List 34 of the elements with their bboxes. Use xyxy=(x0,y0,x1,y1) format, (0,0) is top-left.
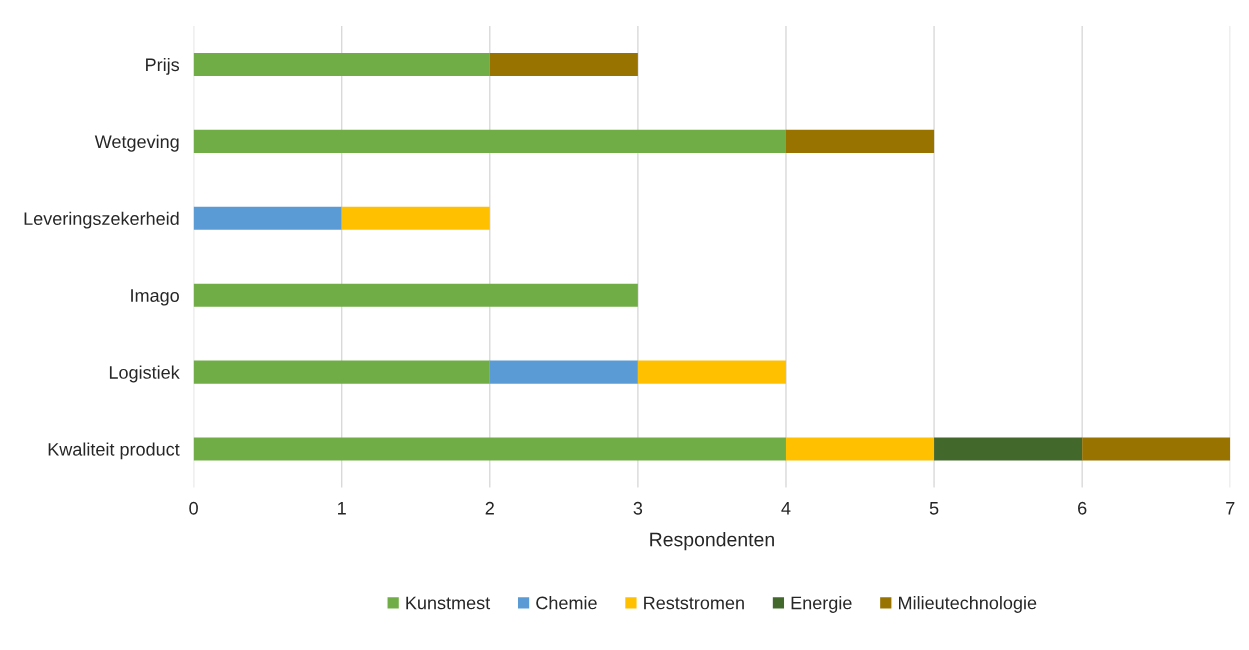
x-tick-label: 5 xyxy=(929,502,939,515)
bar xyxy=(341,206,490,230)
bar xyxy=(193,129,786,153)
x-tick-label: 7 xyxy=(1226,502,1235,515)
bar xyxy=(489,360,638,384)
bar xyxy=(637,360,786,384)
bar xyxy=(489,52,638,76)
y-tick-label: Kwaliteit product xyxy=(48,442,180,460)
legend-label: Kunstmest xyxy=(406,596,491,610)
y-tick-label: Prijs xyxy=(146,57,180,75)
y-tick-label: Wetgeving xyxy=(94,134,179,152)
bar xyxy=(193,437,786,461)
bar xyxy=(193,206,342,230)
x-tick-label: 3 xyxy=(633,501,643,515)
legend-label: Milieutechnologie xyxy=(899,596,1037,613)
x-axis-title: Respondenten xyxy=(650,532,774,551)
bar xyxy=(193,360,490,384)
legend-label: Energie xyxy=(791,596,852,613)
bar xyxy=(193,52,490,76)
x-tick-label: 0 xyxy=(189,501,198,515)
x-tick-label: 4 xyxy=(781,502,791,515)
y-tick-label: Leveringszekerheid xyxy=(24,211,179,229)
bar xyxy=(934,437,1083,461)
legend-label: Reststromen xyxy=(644,596,744,610)
legend-label: Chemie xyxy=(536,596,597,610)
x-tick-label: 1 xyxy=(338,502,346,515)
bar xyxy=(785,129,935,153)
y-tick-label: Imago xyxy=(131,289,179,306)
x-tick-label: 2 xyxy=(485,501,494,515)
x-tick-label: 6 xyxy=(1078,501,1087,515)
y-tick-label: Logistiek xyxy=(109,365,180,383)
bar xyxy=(785,437,935,461)
bar xyxy=(193,283,638,307)
bar xyxy=(1082,437,1231,461)
